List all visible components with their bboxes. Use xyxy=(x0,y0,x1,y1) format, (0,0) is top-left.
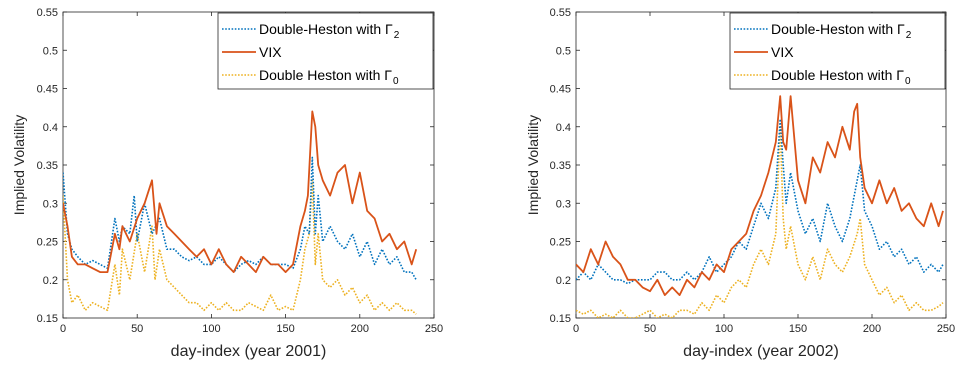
x-tick-label: 50 xyxy=(131,323,143,335)
chart-panel-1: 0.15 0.2 0.25 0.3 0.35 0.4 0.45 0.5 0.55 0 50 100 15… xyxy=(11,7,443,360)
double-heston-gamma2-line xyxy=(63,156,417,281)
y-tick-label: 0.55 xyxy=(550,7,571,19)
x-tick-label: 100 xyxy=(202,323,220,335)
y-axis-label: Implied Volatility xyxy=(525,115,541,215)
chart-panel-2: 0.15 0.2 0.25 0.3 0.35 0.4 0.45 0.5 0.55 0 50 100 15… xyxy=(525,7,955,360)
legend-subscript: 2 xyxy=(906,30,912,41)
double-heston-gamma2-line xyxy=(576,118,944,285)
y-tick-label: 0.3 xyxy=(556,198,571,210)
y-tick-label: 0.25 xyxy=(37,237,58,249)
legend-subscript: 0 xyxy=(905,76,911,87)
series-group xyxy=(576,95,944,318)
legend-subscript: 2 xyxy=(394,30,400,41)
x-tick-label: 200 xyxy=(351,323,369,335)
x-tick-label: 250 xyxy=(425,323,443,335)
legend-label: Double Heston with Γ xyxy=(771,67,904,83)
legend-label: Double Heston with Γ xyxy=(259,67,392,83)
x-axis-label: day-index (year 2002) xyxy=(683,343,839,360)
y-tick-label: 0.2 xyxy=(556,275,571,287)
x-tick-label: 50 xyxy=(644,323,656,335)
double-heston-gamma0-line xyxy=(576,126,944,318)
legend: Double-Heston with Γ 2 VIX Double Heston wi… xyxy=(729,12,946,90)
vix-line xyxy=(63,110,418,274)
legend-label: Double-Heston with Γ xyxy=(771,21,905,37)
y-tick-label: 0.55 xyxy=(37,7,58,19)
y-tick-label: 0.5 xyxy=(43,45,58,57)
y-tick-label: 0.45 xyxy=(37,84,58,96)
legend-subscript: 0 xyxy=(393,76,399,87)
legend-item-vix: VIX xyxy=(734,44,794,60)
legend: Double-Heston with Γ 2 VIX Double Heston wi… xyxy=(217,12,434,90)
x-tick-label: 250 xyxy=(937,323,955,335)
y-tick-label: 0.35 xyxy=(37,160,58,172)
series-group xyxy=(63,110,418,315)
y-tick-label: 0.35 xyxy=(550,160,571,172)
y-tick-label: 0.45 xyxy=(550,84,571,96)
x-tick-label: 100 xyxy=(715,323,733,335)
legend-item-vix: VIX xyxy=(222,44,282,60)
y-tick-label: 0.4 xyxy=(43,122,58,134)
x-tick-label: 0 xyxy=(60,323,66,335)
y-tick-label: 0.2 xyxy=(43,275,58,287)
y-tick-label: 0.3 xyxy=(43,198,58,210)
legend-label: VIX xyxy=(259,44,282,60)
y-tick-label: 0.4 xyxy=(556,122,571,134)
y-tick-label: 0.5 xyxy=(556,45,571,57)
y-axis-label: Implied Volatility xyxy=(11,115,27,215)
x-tick-label: 200 xyxy=(863,323,881,335)
legend-box xyxy=(729,12,946,90)
vix-line xyxy=(576,95,944,297)
legend-box xyxy=(217,12,434,90)
y-tick-label: 0.15 xyxy=(550,313,571,325)
x-tick-label: 0 xyxy=(573,323,579,335)
x-tick-label: 150 xyxy=(789,323,807,335)
legend-label: VIX xyxy=(771,44,794,60)
y-tick-label: 0.15 xyxy=(37,313,58,325)
legend-label: Double-Heston with Γ xyxy=(259,21,393,37)
x-tick-label: 150 xyxy=(276,323,294,335)
x-axis-label: day-index (year 2001) xyxy=(171,343,327,360)
y-tick-label: 0.25 xyxy=(550,237,571,249)
